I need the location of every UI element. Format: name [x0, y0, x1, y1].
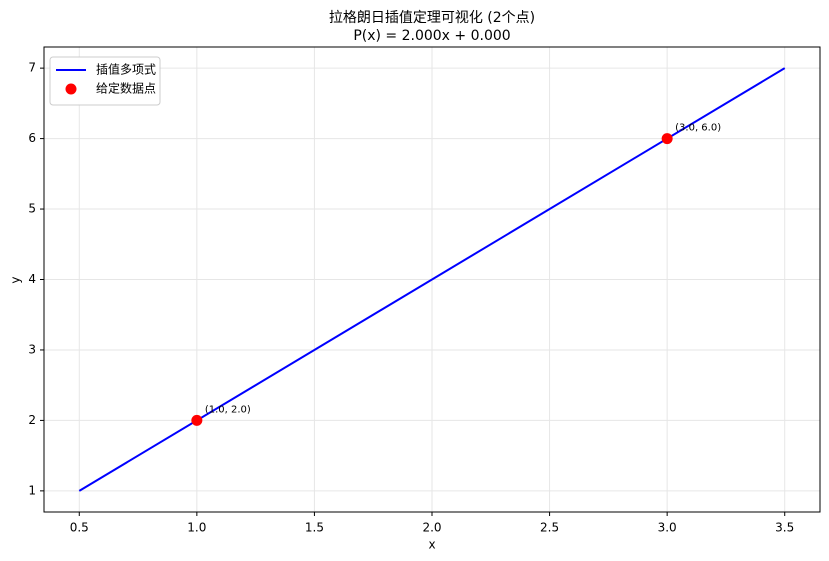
legend-marker	[65, 83, 77, 95]
legend-label: 插值多项式	[96, 62, 156, 77]
y-tick-label: 1	[28, 483, 36, 497]
y-tick-label: 3	[28, 342, 36, 356]
y-tick-label: 2	[28, 413, 36, 427]
legend-label: 给定数据点	[96, 81, 156, 96]
chart-title: 拉格朗日插值定理可视化 (2个点)	[329, 10, 535, 26]
data-point	[661, 133, 673, 145]
y-axis-label: y	[9, 276, 23, 283]
x-tick-label: 2.5	[540, 521, 559, 535]
x-tick-label: 2.0	[422, 521, 441, 535]
x-tick-label: 3.0	[658, 521, 677, 535]
y-tick-label: 5	[28, 202, 36, 216]
data-point	[191, 414, 203, 426]
chart-subtitle: P(x) = 2.000x + 0.000	[353, 28, 510, 44]
x-tick-label: 1.5	[305, 521, 324, 535]
x-tick-label: 3.5	[775, 521, 794, 535]
y-tick-label: 4	[28, 272, 36, 286]
x-axis-label: x	[428, 538, 435, 552]
point-annotation: (1.0, 2.0)	[205, 404, 251, 415]
y-tick-label: 6	[28, 131, 36, 145]
point-annotation: (3.0, 6.0)	[675, 123, 721, 134]
x-tick-label: 0.5	[70, 521, 89, 535]
x-tick-label: 1.0	[187, 521, 206, 535]
y-tick-label: 7	[28, 61, 36, 75]
plot-frame	[43, 46, 821, 513]
